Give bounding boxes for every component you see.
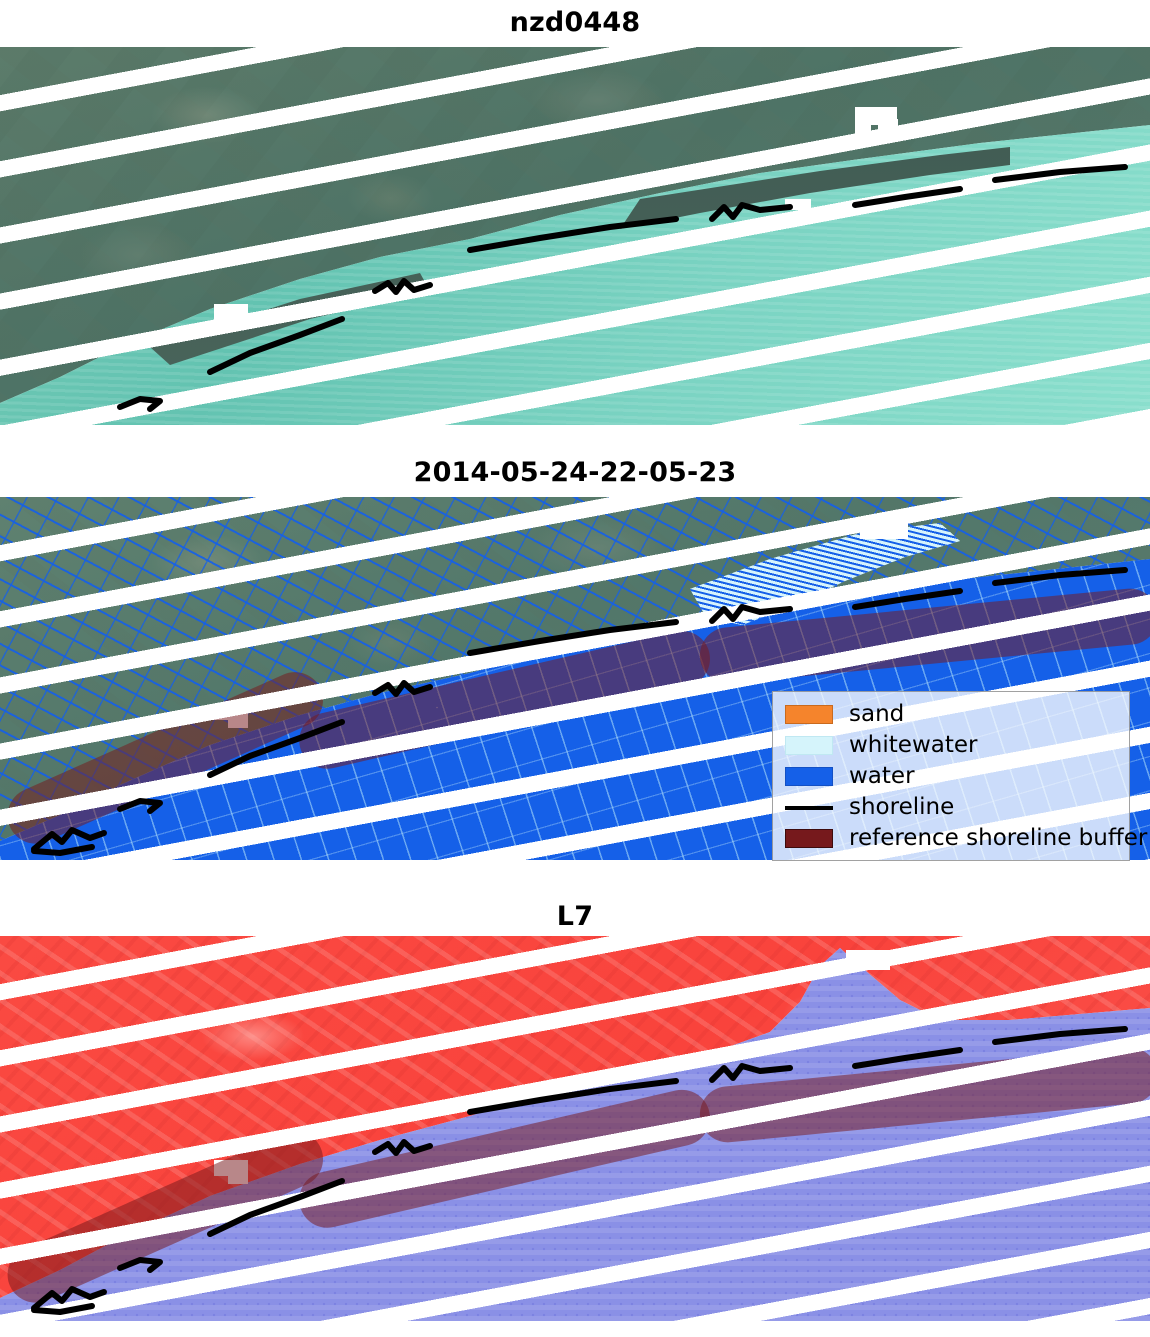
reference-shoreline-buffer-band [697,586,1150,686]
panel-title-timestamp: 2014-05-24-22-05-23 [413,457,737,488]
panel-1-intertidal-layer [150,147,1010,365]
panel-1-raster [0,47,1150,425]
panel-3-land-layer [0,936,1150,1298]
cloud-patch-icon [214,704,248,720]
reference-shoreline-buffer-band [0,1122,332,1312]
legend-item-water[interactable]: water [785,761,1119,791]
cloud-patch-icon [855,119,871,141]
reference-shoreline-buffer-band [293,625,716,775]
cloud-patch-icon [214,1160,248,1176]
reference-shoreline-buffer-swatch-icon [785,828,833,848]
reference-shoreline-buffer-band [0,663,332,853]
cloud-patch-icon [214,304,248,320]
legend[interactable]: sand whitewater water shoreline referenc… [772,691,1147,861]
panel-1-land-layer [0,47,1150,403]
legend-label-whitewater: whitewater [849,731,978,758]
cloud-patch-icon [785,199,811,210]
panel-true-colour[interactable] [0,47,1150,425]
panel-false-colour-nir[interactable] [0,936,1150,1321]
cloud-patch-icon [878,119,898,129]
legend-item-sand[interactable]: sand [785,699,1119,729]
cloud-patch-icon [855,107,897,125]
panel-title-site: nzd0448 [509,7,641,38]
sand-swatch-icon [785,704,833,724]
legend-item-reference-shoreline-buffer[interactable]: reference shoreline buffer [785,823,1147,853]
panel-title-satellite: L7 [556,901,594,932]
cloud-patch-icon [846,950,890,970]
cloud-patch-icon [228,716,248,728]
panel-3-raster [0,936,1150,1321]
water-swatch-icon [785,766,833,786]
shoreline-overlay [31,1026,1128,1315]
panel-3-water-layer [0,948,1150,1321]
panel-1-water-layer [0,125,1150,425]
legend-label-reference-shoreline-buffer: reference shoreline buffer [849,824,1148,851]
reference-shoreline-buffer-band [293,1084,716,1234]
legend-label-shoreline: shoreline [849,793,955,820]
shoreline-overlay [117,164,1128,412]
legend-label-water: water [849,762,915,789]
legend-label-sand: sand [849,700,905,727]
slc-off-gap-stripes [0,936,1150,1321]
slc-off-gap-stripes [0,47,1150,425]
reference-shoreline-buffer-band [697,1045,1150,1145]
legend-item-whitewater[interactable]: whitewater [785,730,1119,760]
whitewater-swatch-icon [785,735,833,755]
cloud-patch-icon [228,316,248,328]
shoreline-line-icon [785,806,833,810]
cloud-patch-icon [860,521,908,539]
cloud-patch-icon [228,1172,248,1184]
legend-item-shoreline[interactable]: shoreline [785,792,1119,822]
